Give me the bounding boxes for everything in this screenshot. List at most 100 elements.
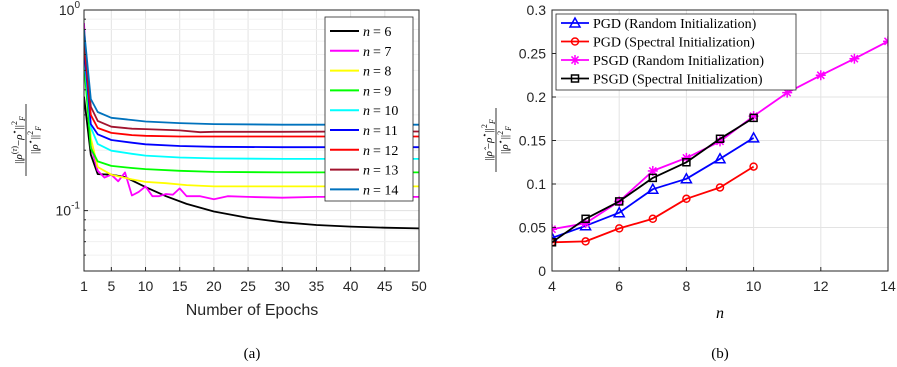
svg-text:||ρ⋆||2F: ||ρ⋆||2F [496,126,513,154]
chart-a-series-line [84,62,419,174]
circle-marker [581,237,590,246]
chart-a-xtick-label: 45 [377,278,393,294]
star-marker-stroke [816,71,825,80]
chart-a-ytick-base: 10 [59,2,75,18]
chart-b-legend-label: PSGD (Spectral Initialization) [593,73,763,88]
chart-a-legend-var: n [363,124,370,139]
chart-a-ytick-exponent: -1 [71,201,80,212]
chart-b-xtick-label: 4 [548,278,556,294]
triangle-marker [680,172,693,184]
chart-a-xlabel: Number of Epochs [186,302,319,319]
chart-a-legend-label: n = 10 [363,104,398,119]
chart-b-ticks: 4 6 8 10 12 14 0 0.05 0.1 0.15 0.2 0.25 0.3 [519,2,896,294]
chart-a-xtick-label: 25 [240,278,256,294]
chart-b-ytick-label: 0.3 [527,2,547,18]
star-marker-stroke [552,228,557,234]
svg-text:||ρ⋆||2F: ||ρ⋆||2F [26,126,43,154]
square-marker [552,238,557,247]
star-marker-stroke [883,37,888,43]
chart-b-ytick-label: 0.1 [527,176,547,192]
chart-a-series-line [84,47,419,149]
chart-b-legend-label: PGD (Random Initialization) [593,17,757,32]
chart-a-frame [83,9,420,272]
triangle-marker [747,131,760,143]
chart-b-legend-label: PGD (Spectral Initialization) [593,36,755,51]
square-marker [682,158,691,167]
chart-a-caption: (a) [244,346,261,362]
star-marker-stroke [883,40,888,46]
square-marker [648,173,658,183]
star-marker [883,36,888,47]
star-marker [570,55,580,65]
chart-b-legend-label: PSGD (Random Initialization) [593,54,764,69]
chart-a-legend-label: n = 13 [363,164,398,179]
chart-a-legend-value: = 13 [373,164,398,179]
chart-b-xtick-label: 8 [683,278,691,294]
circle-marker [749,162,758,171]
chart-a-legend-label: n = 12 [363,144,398,159]
star-marker-stroke [570,55,580,65]
chart-b-ytick-label: 0.25 [519,46,546,62]
chart-a-series [84,23,419,230]
chart-b-legend-box [555,13,797,91]
chart-b-xtick-label: 12 [813,278,829,294]
star-marker-stroke [648,166,657,176]
chart-a-series-line [84,35,419,134]
chart-b-ytick-label: 0.05 [519,220,546,236]
chart-a-legend-label: n = 7 [363,45,391,60]
chart-a-legend-label: n = 6 [363,25,391,40]
chart-a-legend-value: = 9 [373,84,391,99]
chart-b-series [552,36,888,247]
chart-b-xtick-label: 6 [615,278,623,294]
chart-a-xtick-label: 10 [138,278,154,294]
star-marker [849,53,860,64]
chart-a-ylabel: ||ρ(τ)−ρ⋆||2F ||ρ⋆||2F [10,104,43,176]
chart-a-legend-value: = 10 [373,104,398,119]
circle-marker [715,183,725,192]
chart-b-xtick-label: 10 [746,278,762,294]
circle-marker [570,37,580,46]
chart-a-legend-var: n [363,183,370,198]
chart-a-ytick-label: 10-1 [56,201,81,219]
chart-b-xtick-label: 14 [880,278,896,294]
chart-a-series-line [84,29,419,188]
square-marker [570,74,580,83]
chart-a-xtick-label: 1 [80,278,88,294]
chart-a-xtick-label: 30 [274,278,290,294]
star-marker [647,165,658,176]
chart-a-legend: n = 6n = 7n = 8n = 9n = 10n = 11n = 12n = 13n = 1… [324,16,414,202]
chart-a-legend-items: n = 6n = 7n = 8n = 9n = 10n = 11n = 12n = 13n = 1… [330,25,398,198]
chart-a-ytick-label: 100 [59,0,81,18]
star-marker-stroke [850,54,859,63]
chart-b-ytick-label: 0.15 [519,133,546,149]
chart-b-caption: (b) [711,346,729,362]
chart-b-ytick-label: 0.2 [527,89,547,105]
square-marker [614,197,624,206]
triangle-marker [713,152,727,164]
chart-a-legend-var: n [363,84,370,99]
chart-a-legend-value: = 7 [373,45,391,60]
chart-b-series-line [552,117,755,244]
chart-a-legend-label: n = 8 [363,65,391,80]
chart-b-legend-items: PGD (Random Initialization) PGD (Spectral… [561,16,764,88]
chart-a-legend-label: n = 14 [363,183,398,198]
chart-a-series-line [84,54,419,160]
chart-a-xtick-label: 35 [309,278,325,294]
chart-a-legend-var: n [363,25,370,40]
square-marker [715,134,725,144]
svg-text:||ρ(τ)−ρ⋆||2F: ||ρ(τ)−ρ⋆||2F [10,116,27,164]
chart-a-legend-value: = 12 [373,144,398,159]
chart-a-xtick-label: 50 [411,278,427,294]
triangle-marker [612,206,626,218]
chart-a-series-line [84,41,419,138]
chart-b-xlabel: n [716,305,724,322]
star-marker [552,224,557,235]
square-marker [581,214,590,224]
chart-a-legend-var: n [363,104,370,119]
triangle-marker [568,16,582,28]
circle-marker [648,214,658,224]
chart-a-ytick-exponent: 0 [74,0,80,11]
star-marker-stroke [581,219,590,228]
